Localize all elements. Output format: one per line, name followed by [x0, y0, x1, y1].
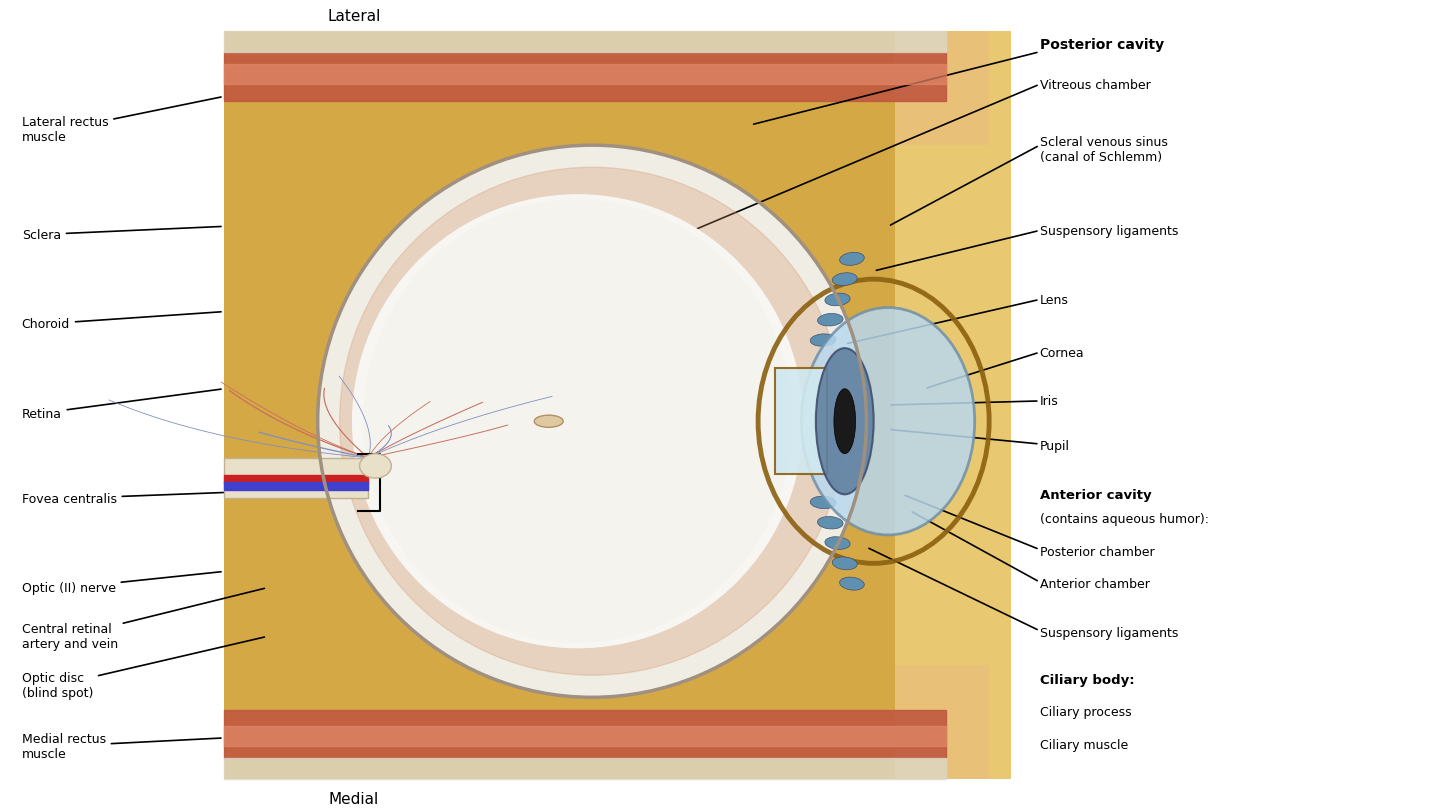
- Ellipse shape: [817, 517, 843, 530]
- Ellipse shape: [801, 308, 975, 535]
- Text: Anterior chamber: Anterior chamber: [1040, 577, 1149, 590]
- Text: Pupil: Pupil: [1040, 440, 1070, 453]
- Ellipse shape: [833, 389, 855, 454]
- Text: Fovea centralis: Fovea centralis: [22, 487, 387, 505]
- Text: Suspensory ligaments: Suspensory ligaments: [1040, 225, 1178, 238]
- Ellipse shape: [825, 294, 851, 307]
- Ellipse shape: [360, 454, 391, 478]
- Text: Anterior cavity: Anterior cavity: [1040, 488, 1151, 501]
- Text: Optic (II) nerve: Optic (II) nerve: [22, 572, 221, 594]
- Polygon shape: [224, 758, 946, 779]
- Text: Optic disc
(blind spot): Optic disc (blind spot): [22, 637, 264, 699]
- Ellipse shape: [318, 146, 866, 697]
- Text: Central retinal
artery and vein: Central retinal artery and vein: [22, 589, 264, 650]
- Text: Ciliary muscle: Ciliary muscle: [1040, 738, 1128, 751]
- Ellipse shape: [832, 557, 858, 570]
- Text: Lateral: Lateral: [328, 10, 380, 24]
- Text: (contains aqueous humor):: (contains aqueous humor):: [1040, 513, 1209, 526]
- Ellipse shape: [364, 201, 791, 642]
- Ellipse shape: [810, 496, 836, 509]
- Ellipse shape: [832, 273, 858, 286]
- Ellipse shape: [339, 168, 845, 676]
- Polygon shape: [332, 163, 552, 680]
- Polygon shape: [224, 65, 946, 85]
- Text: Cornea: Cornea: [1040, 346, 1084, 359]
- FancyBboxPatch shape: [224, 32, 946, 779]
- Polygon shape: [345, 177, 553, 667]
- Text: Ciliary process: Ciliary process: [1040, 706, 1131, 719]
- Text: Scleral venous sinus
(canal of Schlemm): Scleral venous sinus (canal of Schlemm): [1040, 136, 1168, 164]
- Ellipse shape: [810, 334, 836, 347]
- FancyBboxPatch shape: [895, 665, 989, 779]
- Polygon shape: [224, 710, 946, 758]
- Polygon shape: [224, 53, 946, 101]
- Polygon shape: [224, 726, 946, 746]
- FancyBboxPatch shape: [775, 369, 827, 474]
- Text: Lateral rectus
muscle: Lateral rectus muscle: [22, 98, 221, 144]
- Text: Choroid: Choroid: [22, 312, 221, 331]
- Text: Posterior cavity: Posterior cavity: [1040, 37, 1164, 52]
- Text: Medial rectus
muscle: Medial rectus muscle: [22, 732, 221, 760]
- Text: Lens: Lens: [1040, 294, 1069, 307]
- Text: Vitreous chamber: Vitreous chamber: [1040, 79, 1151, 92]
- FancyBboxPatch shape: [224, 458, 368, 499]
- Polygon shape: [224, 32, 946, 53]
- Ellipse shape: [534, 416, 563, 428]
- Text: Sclera: Sclera: [22, 227, 221, 242]
- Ellipse shape: [334, 162, 851, 681]
- Ellipse shape: [816, 349, 874, 495]
- Text: Ciliary body:: Ciliary body:: [1040, 673, 1135, 686]
- Text: Iris: Iris: [1040, 395, 1058, 408]
- FancyBboxPatch shape: [895, 32, 989, 146]
- Text: Retina: Retina: [22, 389, 221, 420]
- Ellipse shape: [352, 195, 803, 648]
- Ellipse shape: [817, 314, 843, 327]
- Ellipse shape: [839, 253, 865, 266]
- Polygon shape: [321, 152, 550, 691]
- Text: Suspensory ligaments: Suspensory ligaments: [1040, 626, 1178, 639]
- FancyBboxPatch shape: [895, 32, 1011, 779]
- Ellipse shape: [825, 537, 851, 550]
- Ellipse shape: [351, 179, 833, 664]
- Text: Posterior chamber: Posterior chamber: [1040, 545, 1154, 558]
- Text: Medial: Medial: [329, 791, 378, 805]
- Ellipse shape: [839, 577, 865, 590]
